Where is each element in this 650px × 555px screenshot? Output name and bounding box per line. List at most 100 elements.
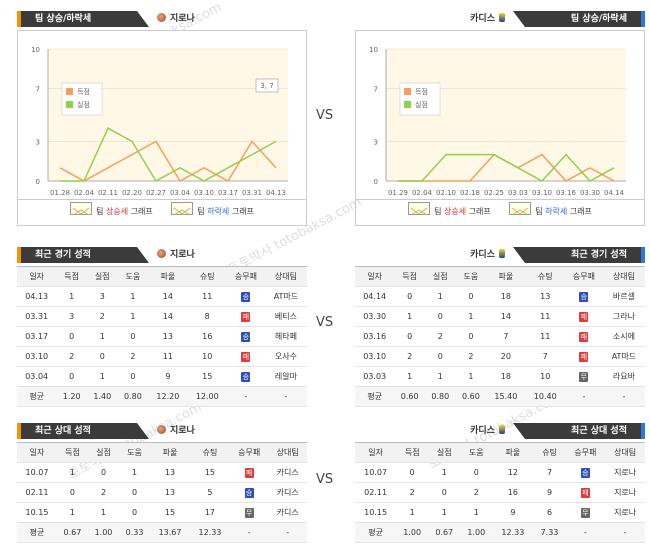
table-cell: 1 (117, 286, 149, 307)
result-badge: 패 (579, 331, 589, 342)
table-cell: 1 (394, 306, 425, 327)
table-cell: 13 (150, 482, 190, 503)
down-trend-legend[interactable]: 팀 하락세 그래프 (171, 200, 254, 224)
x-tick-label: 02.04 (412, 189, 433, 197)
table-cell: 11 (525, 306, 565, 327)
column-header: 상대팀 (268, 442, 307, 463)
home-h2h-table: 일자 득점 실점 도움 파울 슈팅 승무패 상대팀 10.07 1 0 1 13 15 패 카디스 02.11… (17, 442, 307, 543)
table-cell: 6 (533, 502, 566, 523)
x-tick-label: 03.10 (532, 189, 552, 197)
table-cell: 2 (424, 326, 456, 347)
x-tick-label: 04.14 (604, 189, 625, 197)
table-cell: 04.13 (17, 286, 57, 307)
table-cell: 0.67 (428, 522, 461, 543)
table-cell: - (565, 522, 606, 543)
average-row: 평균 0.67 1.00 0.33 13.67 12.33- - (17, 522, 307, 543)
table-cell: 03.17 (17, 326, 57, 347)
x-tick-label: 02.10 (436, 189, 456, 197)
vs-label: VS (316, 108, 334, 123)
y-tick-label: 0 (36, 178, 40, 186)
home-trend-legend: 팀 상승세 그래프 팀 하락세 그래프 (17, 200, 307, 226)
vs-label: VS (316, 315, 334, 330)
home-trend-tab: 팀 상승/하락세 (17, 11, 149, 27)
table-cell: 1 (460, 502, 493, 523)
table-cell: 0 (119, 502, 151, 523)
series-line (398, 153, 615, 182)
column-header: 슈팅 (533, 442, 566, 463)
girona-emblem-icon (157, 249, 166, 258)
table-cell: 카디스 (268, 462, 307, 483)
table-cell: 12.00 (187, 386, 227, 407)
table-cell: 1.20 (56, 386, 87, 407)
table-cell: 1 (424, 366, 456, 387)
x-tick-label: 03.16 (556, 189, 577, 197)
table-cell: 1 (117, 306, 149, 327)
table-row: 10.15 1 1 1 9 6 무 지로나 (355, 502, 645, 523)
result-badge: 승 (579, 291, 589, 302)
x-tick-label: 03.10 (194, 189, 214, 197)
table-cell: 베티스 (264, 306, 307, 327)
result-badge-cell: 패 (229, 462, 269, 483)
table-cell: 0 (394, 326, 425, 347)
y-tick-label: 7 (374, 86, 378, 94)
table-cell: 0 (117, 366, 149, 387)
table-cell: 레알마 (264, 366, 307, 387)
away-trend-panel: 카디스 팀 상승/하락세 0 3 7 10 01.29 02.04 02.10 02.18 02… (355, 8, 645, 226)
column-header: 실점 (424, 266, 456, 287)
table-cell: 1.40 (86, 386, 118, 407)
table-cell: 1 (455, 306, 487, 327)
column-header: 도움 (460, 442, 493, 463)
home-h2h-tab: 최근 상대 성적 (17, 423, 149, 439)
table-cell: 0 (56, 482, 88, 503)
table-cell: 0 (460, 462, 493, 483)
up-trend-legend[interactable]: 팀 상승세 그래프 (408, 200, 491, 224)
table-row: 10.15 1 1 0 15 17 무 카디스 (17, 502, 307, 523)
table-cell: 평균 (355, 522, 397, 543)
down-trend-icon (171, 202, 194, 216)
table-cell: AT마드 (264, 286, 307, 307)
table-cell: 03.04 (17, 366, 57, 387)
table-cell: 2 (455, 346, 487, 367)
table-cell: 03.16 (355, 326, 395, 347)
y-tick-label: 10 (31, 46, 40, 54)
x-tick-label: 02.18 (460, 189, 480, 197)
table-row: 03.31 3 2 1 14 8 패 베티스 (17, 306, 307, 327)
x-tick-label: 04.13 (266, 189, 286, 197)
table-cell: 18 (486, 366, 526, 387)
table-cell: 12.33 (492, 522, 534, 543)
table-cell: - (268, 522, 307, 543)
result-badge: 승 (580, 467, 590, 478)
result-badge-cell: 승 (226, 286, 265, 307)
x-tick-label: 03.04 (170, 189, 191, 197)
table-cell: 14 (486, 306, 526, 327)
table-cell: AT마드 (602, 346, 645, 367)
table-cell: 0 (424, 306, 456, 327)
legend-swatch (66, 101, 73, 108)
x-tick-label: 03.17 (218, 189, 238, 197)
table-cell: 13 (148, 326, 188, 347)
table-cell: 3 (86, 286, 118, 307)
table-cell: 1 (394, 366, 425, 387)
table-cell: 10.15 (355, 502, 397, 523)
away-recent-tab: 최근 경기 성적 (513, 247, 645, 263)
away-h2h-table: 일자 득점 실점 도움 파울 슈팅 승무패 상대팀 10.07 0 1 0 12 7 승 지로나 02.11 2… (355, 442, 645, 543)
table-cell: 지로나 (605, 502, 645, 523)
table-cell: 1.00 (460, 522, 493, 543)
home-recent-table: 일자 득점 실점 도움 파울 슈팅 승무패 상대팀 04.13 1 3 1 14 11 승 AT마드 03.3… (17, 266, 307, 407)
table-cell: 11 (187, 286, 227, 307)
table-cell: 10 (525, 366, 565, 387)
column-header: 파울 (492, 442, 534, 463)
average-row: 평균 1.20 1.40 0.80 12.20 12.00- - (17, 386, 307, 407)
column-header: 상대팀 (602, 266, 645, 287)
table-row: 04.13 1 3 1 14 11 승 AT마드 (17, 286, 307, 307)
table-cell: 8 (187, 306, 227, 327)
table-cell: 0 (428, 482, 461, 503)
table-cell: 20 (486, 346, 526, 367)
table-cell: 9 (533, 482, 566, 503)
table-cell: 2 (87, 482, 120, 503)
down-trend-legend[interactable]: 팀 하락세 그래프 (509, 200, 592, 224)
up-trend-legend[interactable]: 팀 상승세 그래프 (70, 200, 153, 224)
table-cell: 1 (56, 502, 88, 523)
table-cell: 10 (187, 346, 227, 367)
